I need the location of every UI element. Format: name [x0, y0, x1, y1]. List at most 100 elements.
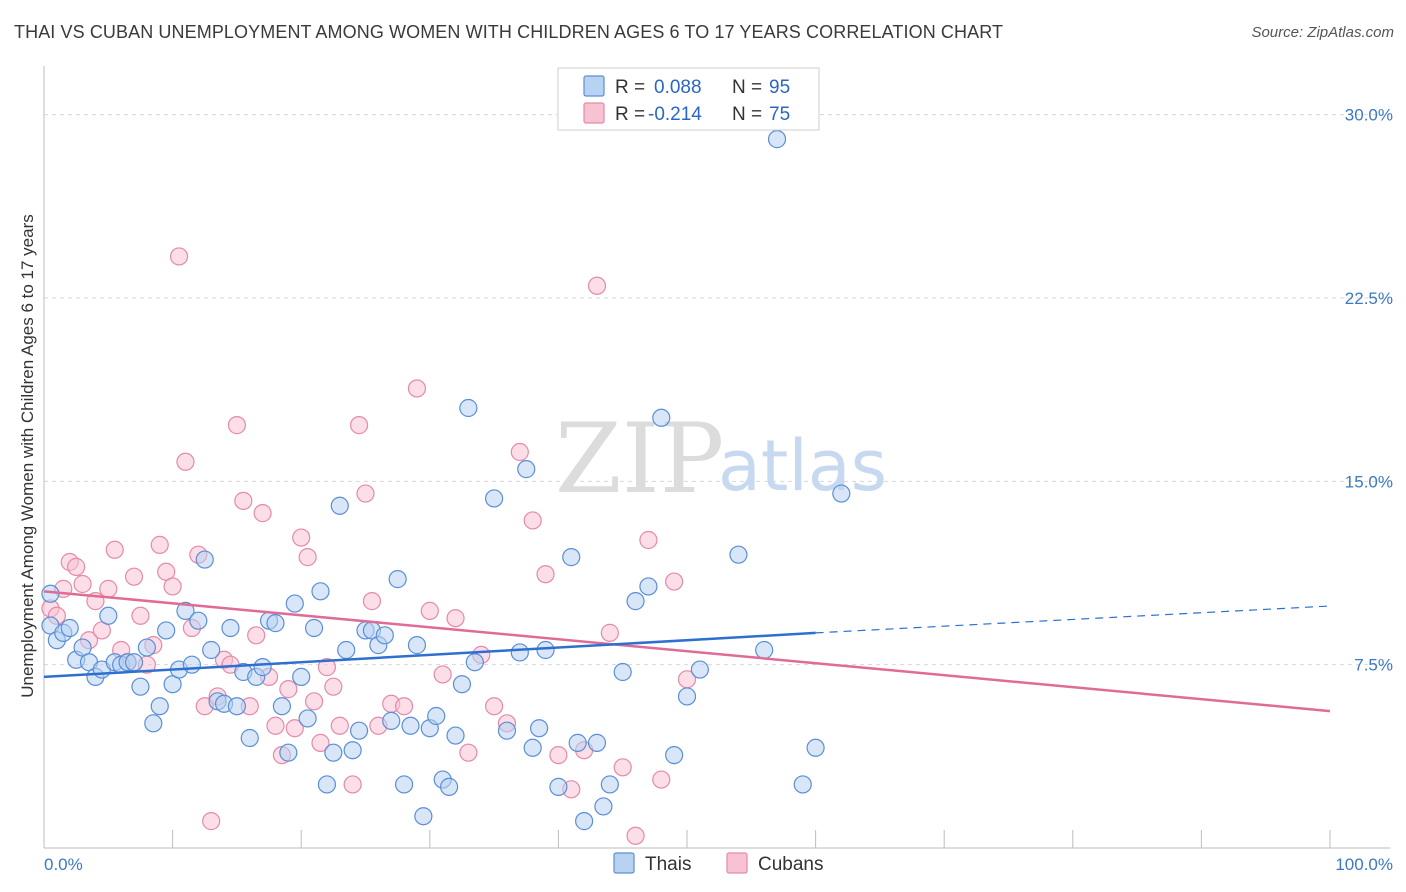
cubans-points	[41, 247, 697, 845]
cubans-point-13	[124, 567, 144, 586]
series-legend-label-cubans: Cubans	[758, 854, 824, 875]
thais-point-18	[150, 697, 169, 716]
thais-point-58	[407, 636, 427, 655]
legend-swatch-cubans	[583, 102, 605, 124]
cubans-point-70	[626, 826, 645, 845]
thais-point-39	[285, 594, 304, 613]
cubans-point-37	[279, 680, 298, 699]
thais-point-92	[793, 775, 812, 794]
thais-point-76	[562, 548, 581, 567]
legend-n-value-cubans: 75	[769, 104, 790, 125]
cubans-point-42	[311, 733, 330, 752]
thais-point-91	[767, 130, 787, 149]
cubans-point-14	[131, 606, 150, 625]
thais-point-43	[311, 582, 330, 601]
thais-point-55	[388, 570, 407, 589]
thais-point-15	[131, 677, 150, 696]
thais-point-73	[530, 719, 549, 738]
series-legend-swatch-thais	[613, 852, 635, 874]
thais-point-37	[272, 697, 292, 716]
cubans-point-69	[613, 758, 632, 777]
cubans-point-59	[485, 697, 504, 716]
thais-point-40	[292, 667, 311, 686]
cubans-point-48	[356, 484, 375, 503]
thais-point-53	[375, 626, 394, 645]
thais-point-16	[137, 638, 156, 657]
thais-point-67	[465, 653, 484, 672]
cubans-point-20	[169, 247, 189, 266]
cubans-point-57	[459, 743, 478, 762]
thais-point-87	[677, 687, 697, 706]
watermark-atlas: atlas	[718, 425, 887, 507]
thais-point-85	[652, 408, 671, 427]
cubans-point-10	[105, 540, 124, 559]
legend-r-label-thais: R =	[615, 77, 645, 98]
cubans-point-52	[394, 697, 414, 716]
thais-point-72	[523, 738, 542, 757]
thais-point-54	[382, 711, 401, 730]
cubans-point-45	[330, 716, 349, 735]
cubans-point-53	[407, 379, 427, 398]
source-label: Source: ZipAtlas.com	[1251, 24, 1394, 41]
thais-point-24	[189, 611, 208, 630]
thais-point-78	[575, 812, 594, 831]
cubans-point-25	[202, 812, 221, 831]
cubans-point-67	[587, 276, 607, 295]
y-tick-label-1: 15.0%	[1345, 472, 1393, 491]
watermark: ZIP atlas	[555, 403, 887, 515]
thais-point-84	[639, 577, 658, 596]
thais-point-23	[182, 655, 201, 674]
x-tick-label-0: 0.0%	[44, 855, 83, 874]
cubans-point-35	[266, 716, 285, 735]
thais-point-59	[414, 807, 433, 826]
cubans-point-71	[639, 530, 658, 550]
cubans-point-9	[99, 579, 118, 598]
thais-point-19	[157, 621, 176, 640]
thais-point-61	[427, 706, 446, 726]
series-legend-label-thais: Thais	[645, 854, 691, 875]
thais-point-69	[497, 721, 517, 740]
cubans-point-47	[349, 416, 369, 435]
cubans-point-38	[285, 719, 304, 738]
cubans-point-30	[234, 491, 253, 510]
cubans-point-72	[652, 770, 671, 789]
thais-point-10	[99, 606, 118, 625]
thais-point-64	[446, 726, 465, 745]
thais-point-30	[227, 697, 246, 716]
cubans-trend-line	[43, 590, 1331, 713]
cubans-point-21	[176, 452, 195, 471]
cubans-point-32	[247, 626, 266, 645]
series-legend: Thais Cubans	[613, 852, 824, 875]
thais-point-4	[60, 618, 79, 638]
axes	[43, 66, 1390, 849]
thais-point-32	[240, 728, 259, 748]
x-tick-label-1: 100.0%	[1335, 855, 1393, 874]
x-tick-labels: 0.0% 100.0%	[44, 855, 1393, 874]
thais-point-68	[485, 489, 504, 508]
legend-r-value-cubans: -0.214	[648, 104, 702, 125]
thais-point-94	[832, 484, 851, 503]
legend-n-value-thais: 95	[769, 77, 790, 98]
thais-point-77	[568, 733, 587, 752]
cubans-point-44	[324, 677, 343, 696]
cubans-point-56	[446, 609, 465, 628]
thais-point-26	[202, 640, 221, 660]
legend-swatch-thais	[583, 75, 605, 97]
thais-point-56	[394, 775, 414, 794]
cubans-point-39	[292, 528, 311, 547]
thais-point-48	[343, 741, 362, 760]
thais-point-89	[729, 545, 748, 564]
y-tick-label-0: 7.5%	[1354, 656, 1393, 675]
thais-point-71	[517, 460, 536, 479]
thais-point-46	[330, 496, 349, 515]
thais-point-14	[124, 653, 144, 672]
legend-n-label-cubans: N =	[732, 104, 762, 125]
cubans-point-5	[73, 574, 92, 594]
thais-point-34	[253, 658, 272, 677]
cubans-point-62	[523, 511, 542, 530]
series-legend-swatch-cubans	[726, 852, 748, 874]
thais-point-82	[613, 662, 632, 682]
thais-point-25	[195, 550, 214, 569]
thais-point-36	[266, 614, 285, 633]
